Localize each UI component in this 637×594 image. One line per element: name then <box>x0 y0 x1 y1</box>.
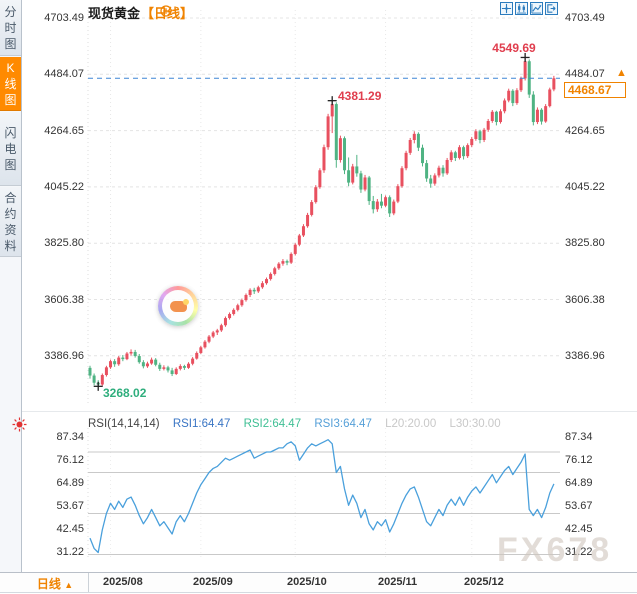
sidebar-tab-time-chart[interactable]: 分时图 <box>0 0 21 56</box>
symbol-name: 现货黄金 <box>88 6 141 21</box>
rsi-indicator-header: RSI(14,14,14) RSI1:64.47 RSI2:64.47 RSI3… <box>88 418 511 430</box>
exit-chart-icon[interactable] <box>545 2 558 15</box>
price-axis-label: 3386.96 <box>565 350 605 362</box>
sidebar-tab-label: 闪电图 <box>4 125 17 172</box>
rsi-axis-label: 31.22 <box>56 546 84 558</box>
last-price-tag: 4468.67 <box>564 82 626 98</box>
low-price-annotation: 3268.02 <box>103 386 147 400</box>
timeline-date: 2025/11 <box>378 576 418 588</box>
high-price-annotation: 4549.69 <box>492 41 536 55</box>
price-axis-label: 4703.49 <box>565 12 605 24</box>
sidebar-tab-flash-chart[interactable]: 闪电图 <box>0 112 21 186</box>
price-axis-label: 4264.65 <box>44 125 84 137</box>
watermark-text: FX678 <box>497 531 613 569</box>
timeline-bar[interactable] <box>0 572 637 593</box>
period-tag: 【日线】 <box>141 6 194 21</box>
bottom-border <box>0 592 637 593</box>
sidebar-tab-contract-info[interactable]: 合约资料 <box>0 187 21 257</box>
sidebar-tab-kline-chart[interactable]: K线图 <box>0 57 21 111</box>
timeline-date: 2025/12 <box>464 576 504 588</box>
price-axis-label: 3825.80 <box>565 237 605 249</box>
circle-plus-icon[interactable] <box>160 5 172 17</box>
price-axis-label: 4484.07 <box>44 68 84 80</box>
price-axis-label: 4264.65 <box>565 125 605 137</box>
price-axis-label: 3606.38 <box>565 294 605 306</box>
rsi-axis-label: 64.89 <box>56 477 84 489</box>
rsi1-value: RSI1:64.47 <box>172 418 231 430</box>
period-selector[interactable]: 日线 ▲ <box>22 575 88 592</box>
price-axis-label: 4484.07 <box>565 68 605 80</box>
rsi-axis-label: 42.45 <box>56 523 84 535</box>
trend-mode-icon[interactable] <box>530 2 543 15</box>
kline-mode-icon[interactable] <box>515 2 528 15</box>
sidebar-tab-label: 合约资料 <box>4 190 17 253</box>
period-label: 日线 <box>36 577 61 591</box>
price-axis-label: 4045.22 <box>44 181 84 193</box>
sidebar-tab-label: 分时图 <box>4 4 17 51</box>
sidebar-tab-label: K线图 <box>4 60 17 107</box>
rsi-axis-label: 42.45 <box>565 523 593 535</box>
swing-high-annotation: 4381.29 <box>338 89 382 103</box>
rsi-axis-label: 53.67 <box>565 500 593 512</box>
chart-toolbar <box>500 2 558 15</box>
rsi3-value: RSI3:64.47 <box>314 418 372 430</box>
rsi-axis-label: 87.34 <box>56 431 84 443</box>
crosshair-icon[interactable] <box>500 2 513 15</box>
rsi-axis-label: 64.89 <box>565 477 593 489</box>
price-axis-label: 3825.80 <box>44 237 84 249</box>
sidebar: 分时图 K线图 闪电图 合约资料 <box>0 0 22 573</box>
timeline-date: 2025/08 <box>103 576 143 588</box>
rsi-axis-label: 53.67 <box>56 500 84 512</box>
price-axis-label: 4703.49 <box>44 12 84 24</box>
rsi-title: RSI(14,14,14) <box>88 418 160 430</box>
rsi2-value: RSI2:64.47 <box>243 418 302 430</box>
timeline-date: 2025/09 <box>193 576 233 588</box>
rsi-axis-label: 31.22 <box>565 546 593 558</box>
chevron-up-icon: ▲ <box>64 580 74 590</box>
rsi-axis-label: 87.34 <box>565 431 593 443</box>
panel-divider <box>22 411 637 412</box>
price-axis-label: 4045.22 <box>565 181 605 193</box>
chart-title: 现货黄金【日线】 <box>88 3 193 22</box>
price-axis-label: 3606.38 <box>44 294 84 306</box>
fx678-logo-watermark <box>158 286 198 326</box>
rsi-l30-value: L30:30.00 <box>449 418 501 430</box>
scroll-to-latest-arrow-icon[interactable]: ▲ <box>616 67 627 79</box>
live-flash-icon[interactable] <box>11 416 28 433</box>
price-axis-label: 3386.96 <box>44 350 84 362</box>
rsi-axis-label: 76.12 <box>565 454 593 466</box>
timeline-divider <box>88 573 89 593</box>
rsi-axis-label: 76.12 <box>56 454 84 466</box>
rsi-l20-value: L20:20.00 <box>385 418 437 430</box>
timeline-date: 2025/10 <box>287 576 327 588</box>
